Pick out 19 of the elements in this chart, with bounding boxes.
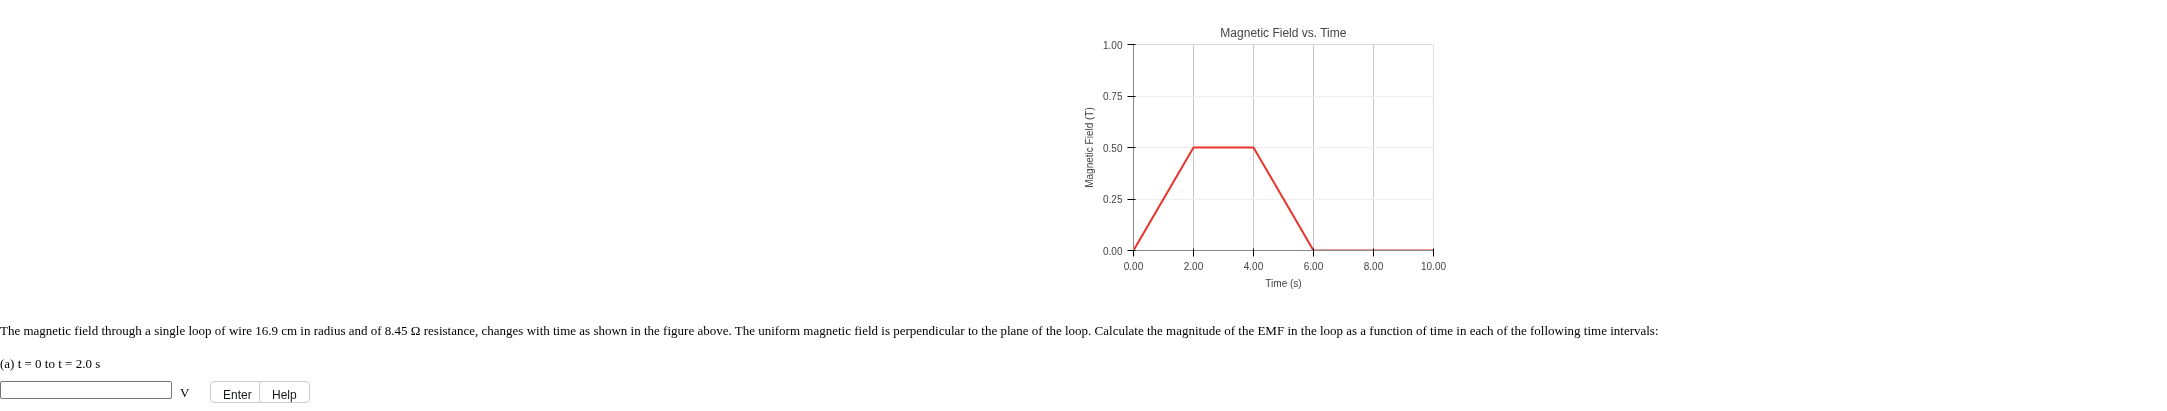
text: Enter <box>210 381 265 404</box>
text: V <box>180 384 190 403</box>
x-tick-label: 2.00 <box>1183 260 1204 272</box>
chart-title: Magnetic Field vs. Time <box>1220 25 1347 40</box>
y-axis-title: Magnetic Field (T) <box>1084 107 1096 188</box>
x-tick-label: 4.00 <box>1243 260 1264 272</box>
x-tick-label: 6.00 <box>1303 260 1324 272</box>
y-tick-label: 1.00 <box>1103 39 1123 51</box>
text: Help <box>259 381 310 404</box>
text: The magnetic field through a single loop of wire 16.9 cm in radius and of 8.45 Ω resistance, changes with time as shown in the figure above. The uniform magnetic field is perpendicular to the plane of the loop. Calculate the magnitude of the EMF in the loop as a function of time in each of the following time intervals: <box>0 322 1659 340</box>
x-tick-label: 8.00 <box>1363 260 1384 272</box>
x-tick-label: 10.00 <box>1420 260 1447 272</box>
y-tick-label: 0.25 <box>1103 194 1123 205</box>
y-tick-label: 0.75 <box>1103 91 1123 102</box>
text: (a) t = 0 to t = 2.0 s <box>0 354 101 373</box>
y-tick-label: 0.50 <box>1103 142 1123 154</box>
x-axis-title: Time (s) <box>1265 277 1302 289</box>
x-tick-label: 0.00 <box>1123 260 1144 272</box>
y-tick-label: 0.00 <box>1103 245 1123 257</box>
